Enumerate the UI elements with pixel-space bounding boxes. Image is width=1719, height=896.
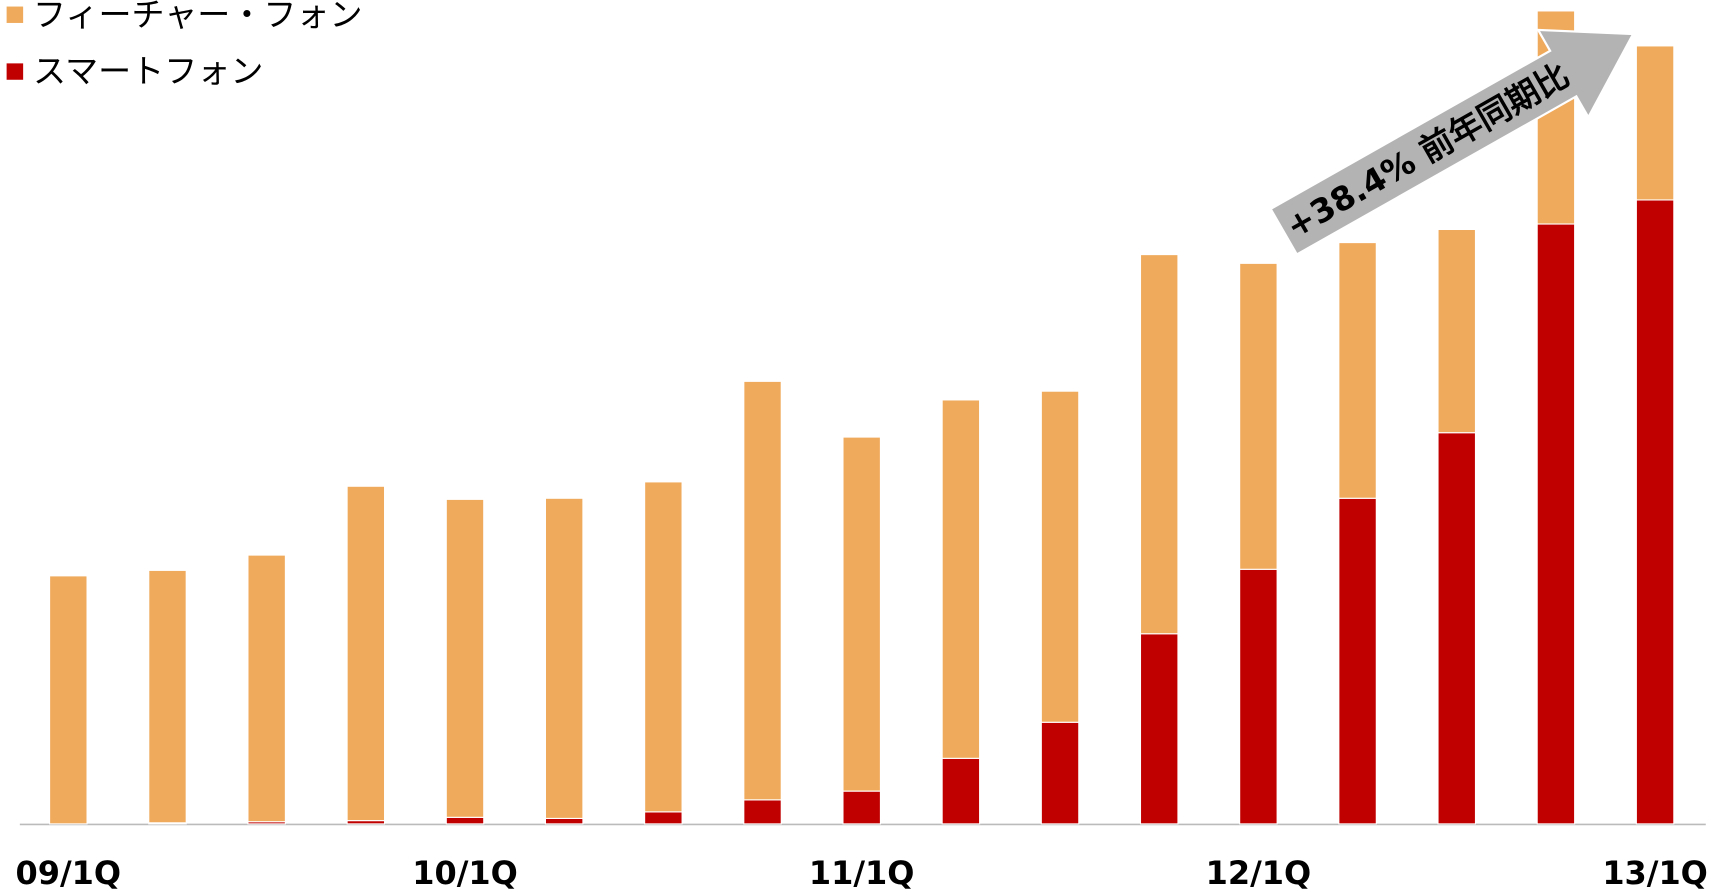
bar-segment <box>247 554 286 823</box>
x-tick-label: 13/1Q <box>1602 854 1708 892</box>
bar-segment <box>445 498 485 818</box>
bar-segment <box>1239 568 1278 825</box>
bar-segment <box>1338 497 1377 825</box>
bar-segment <box>1437 432 1477 825</box>
bar-segment <box>941 399 981 759</box>
bar-segment <box>644 811 683 825</box>
bar-segment <box>544 497 584 819</box>
bar-segment <box>544 817 584 825</box>
legend-swatch <box>6 6 24 23</box>
bar-segment <box>445 816 485 825</box>
bar-segment <box>644 481 683 813</box>
arrow-shape <box>1269 28 1635 256</box>
bar-segment <box>1635 199 1675 825</box>
bar-segment <box>842 436 881 792</box>
bar-segment <box>1338 242 1377 499</box>
bar-segment <box>1239 262 1278 570</box>
bar-segment <box>743 799 782 825</box>
x-tick-label: 12/1Q <box>1206 854 1312 892</box>
annotation-text: +38.4% 前年同期比 <box>1279 55 1576 245</box>
legend-swatch <box>6 63 24 80</box>
bar-segment <box>941 757 981 825</box>
x-tick-label: 11/1Q <box>809 854 915 892</box>
bar-segment <box>842 790 881 825</box>
bar-segment <box>1139 633 1179 825</box>
x-tick-label: 10/1Q <box>412 854 518 892</box>
bar-segment <box>1040 721 1080 825</box>
bar-segment <box>49 575 88 825</box>
legend-label: スマートフォン <box>33 52 263 91</box>
bar-segment <box>1635 45 1675 201</box>
legend-label: フィーチャー・フォン <box>33 0 362 34</box>
bar-segment <box>1437 228 1477 434</box>
bar-segment <box>1536 223 1576 825</box>
bar-segment <box>743 380 782 801</box>
x-tick-label: 09/1Q <box>16 854 122 892</box>
bar-segment <box>1040 390 1080 723</box>
bar-segment <box>1139 254 1179 635</box>
bar-segment <box>148 569 187 824</box>
bar-segment <box>346 485 386 822</box>
